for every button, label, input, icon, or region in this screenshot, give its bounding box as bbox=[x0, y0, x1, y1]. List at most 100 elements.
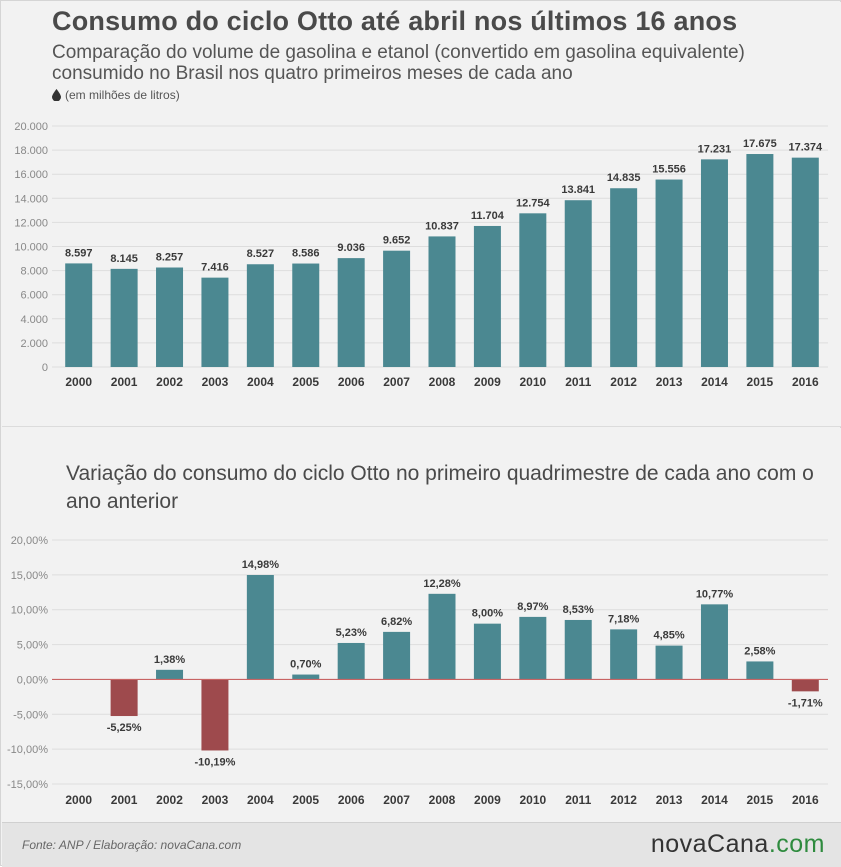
x-tick-label: 2013 bbox=[656, 793, 683, 807]
x-tick-label: 2013 bbox=[656, 375, 683, 389]
bar-2012 bbox=[610, 629, 638, 680]
data-label: -1,71% bbox=[788, 697, 823, 709]
x-tick-label: 2006 bbox=[338, 375, 365, 389]
data-label: 17.675 bbox=[743, 138, 777, 150]
y-tick-label: 6.000 bbox=[20, 290, 48, 302]
x-tick-label: 2010 bbox=[519, 375, 546, 389]
data-label: 9.036 bbox=[337, 242, 365, 254]
bar-2006 bbox=[337, 258, 365, 367]
y-tick-label: 5,00% bbox=[17, 640, 48, 652]
x-tick-label: 2006 bbox=[338, 793, 365, 807]
x-tick-label: 2011 bbox=[565, 793, 591, 807]
bar-2013 bbox=[655, 645, 683, 680]
x-tick-label: 2001 bbox=[111, 375, 138, 389]
y-tick-label: 10.000 bbox=[14, 242, 48, 254]
x-tick-label: 2007 bbox=[383, 375, 410, 389]
data-label: 14.835 bbox=[607, 172, 641, 184]
bar-2003 bbox=[201, 679, 229, 751]
y-tick-label: -15,00% bbox=[7, 779, 48, 791]
x-tick-label: 2007 bbox=[383, 793, 410, 807]
footer-bar bbox=[2, 822, 841, 867]
data-label: 8.257 bbox=[156, 252, 184, 264]
bar-2002 bbox=[156, 669, 184, 680]
data-label: 1,38% bbox=[154, 654, 185, 666]
drop-icon bbox=[52, 89, 61, 104]
x-tick-label: 2012 bbox=[610, 793, 637, 807]
x-tick-label: 2012 bbox=[610, 375, 637, 389]
page-title: Consumo do ciclo Otto até abril nos últi… bbox=[52, 6, 738, 36]
x-tick-label: 2004 bbox=[247, 375, 274, 389]
x-tick-label: 2009 bbox=[474, 793, 501, 807]
y-tick-label: 20,00% bbox=[11, 535, 49, 547]
brand-logo: novaCana.com bbox=[651, 830, 825, 859]
bar-2010 bbox=[519, 616, 547, 680]
x-tick-label: 2010 bbox=[519, 793, 546, 807]
x-tick-label: 2016 bbox=[792, 793, 819, 807]
data-label: 6,82% bbox=[381, 616, 412, 628]
data-label: 11.704 bbox=[471, 210, 505, 222]
bar-2004 bbox=[246, 264, 274, 367]
y-tick-label: 15,00% bbox=[11, 570, 49, 582]
bar-2013 bbox=[655, 179, 683, 367]
data-label: 2,58% bbox=[744, 645, 775, 657]
x-tick-label: 2003 bbox=[202, 375, 229, 389]
x-tick-label: 2008 bbox=[429, 375, 456, 389]
bar-2010 bbox=[519, 213, 547, 367]
bar-2005 bbox=[292, 263, 320, 367]
x-tick-label: 2015 bbox=[747, 375, 774, 389]
bar-2003 bbox=[201, 277, 229, 367]
bar-2011 bbox=[564, 200, 592, 367]
brand-suffix: .com bbox=[768, 830, 825, 858]
x-tick-label: 2000 bbox=[65, 793, 92, 807]
data-label: 8,53% bbox=[563, 604, 594, 616]
bar-2002 bbox=[156, 267, 184, 367]
y-tick-label: 0,00% bbox=[17, 674, 48, 686]
bar-2008 bbox=[428, 236, 456, 367]
data-label: 15.556 bbox=[652, 164, 686, 176]
bar-2007 bbox=[383, 631, 411, 680]
y-tick-label: 10,00% bbox=[11, 605, 49, 617]
x-tick-label: 2011 bbox=[565, 375, 591, 389]
data-label: 10.837 bbox=[425, 220, 459, 232]
x-tick-label: 2003 bbox=[202, 793, 229, 807]
bar-2008 bbox=[428, 593, 456, 680]
y-tick-label: 18.000 bbox=[14, 145, 48, 157]
x-tick-label: 2016 bbox=[792, 375, 819, 389]
bar-2014 bbox=[700, 159, 728, 367]
data-label: 9.652 bbox=[383, 235, 411, 247]
data-label: 12,28% bbox=[423, 578, 461, 590]
unit-note: (em milhões de litros) bbox=[52, 88, 180, 104]
y-tick-label: 12.000 bbox=[14, 217, 48, 229]
bar-2001 bbox=[110, 679, 138, 717]
bar-2015 bbox=[746, 661, 774, 680]
y-tick-label: -10,00% bbox=[7, 744, 48, 756]
data-label: 8,00% bbox=[472, 608, 503, 620]
data-label: 14,98% bbox=[242, 559, 280, 571]
data-label: 0,70% bbox=[290, 659, 321, 671]
x-tick-label: 2009 bbox=[474, 375, 501, 389]
data-label: 5,23% bbox=[336, 627, 367, 639]
bar-2012 bbox=[610, 188, 638, 367]
page-subtitle: Comparação do volume de gasolina e etano… bbox=[52, 42, 745, 84]
y-tick-label: 20.000 bbox=[14, 121, 48, 133]
data-label: 8.597 bbox=[65, 247, 93, 259]
bar-2006 bbox=[337, 642, 365, 680]
data-label: 4,85% bbox=[653, 630, 684, 642]
y-tick-label: 8.000 bbox=[20, 266, 48, 278]
bar-2007 bbox=[383, 250, 411, 367]
y-tick-label: 2.000 bbox=[20, 338, 48, 350]
data-label: 7.416 bbox=[201, 262, 229, 274]
bar-2000 bbox=[65, 263, 93, 367]
data-label: 8.527 bbox=[247, 248, 275, 260]
data-label: 8.586 bbox=[292, 248, 320, 260]
y-tick-label: 4.000 bbox=[20, 314, 48, 326]
bar-2016 bbox=[791, 157, 819, 367]
bar-2015 bbox=[746, 154, 774, 367]
bar-2004 bbox=[246, 574, 274, 680]
bar-2011 bbox=[564, 619, 592, 680]
data-label: 8.145 bbox=[110, 253, 138, 265]
bar-2005 bbox=[292, 674, 320, 680]
bar-2001 bbox=[110, 268, 138, 367]
y-tick-label: 0 bbox=[42, 362, 48, 374]
bar-2014 bbox=[700, 604, 728, 680]
